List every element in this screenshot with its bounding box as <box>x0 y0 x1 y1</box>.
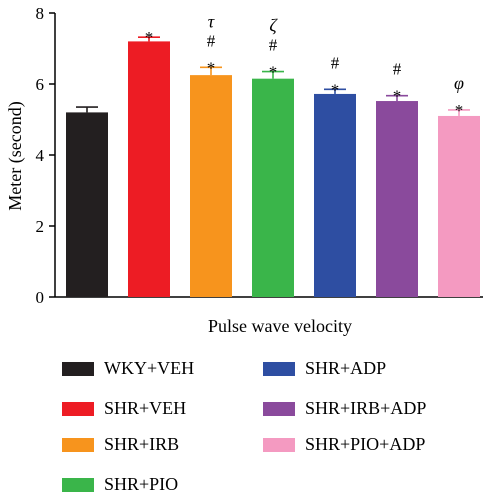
significance-mark: # <box>331 53 340 72</box>
significance-mark: * <box>393 87 402 106</box>
significance-mark: * <box>455 101 464 120</box>
bar <box>438 115 480 297</box>
bar <box>128 41 170 298</box>
bar <box>252 78 294 297</box>
y-tick-label: 4 <box>36 146 45 165</box>
y-axis-title: Meter (second) <box>5 101 26 210</box>
significance-mark: ζ <box>269 16 278 36</box>
bar <box>376 101 418 297</box>
significance-mark: τ <box>208 11 215 31</box>
significance-mark: φ <box>454 73 464 93</box>
bar <box>190 75 232 297</box>
significance-mark: # <box>207 31 216 50</box>
significance-mark: # <box>269 36 278 55</box>
bar <box>66 112 108 298</box>
y-tick-label: 6 <box>36 75 45 94</box>
y-tick-label: 0 <box>36 288 45 307</box>
y-tick-label: 2 <box>36 217 45 236</box>
x-axis-title: Pulse wave velocity <box>208 316 352 336</box>
bars <box>66 36 480 298</box>
significance-mark: * <box>207 58 216 77</box>
significance-mark: * <box>145 28 154 47</box>
significance-mark: * <box>269 63 278 82</box>
y-tick-label: 8 <box>36 4 45 23</box>
bar <box>314 93 356 297</box>
significance-mark: # <box>393 60 402 79</box>
significance-mark: * <box>331 80 340 99</box>
significance-annotations: **#τ*#ζ*#*#*φ <box>145 11 464 120</box>
